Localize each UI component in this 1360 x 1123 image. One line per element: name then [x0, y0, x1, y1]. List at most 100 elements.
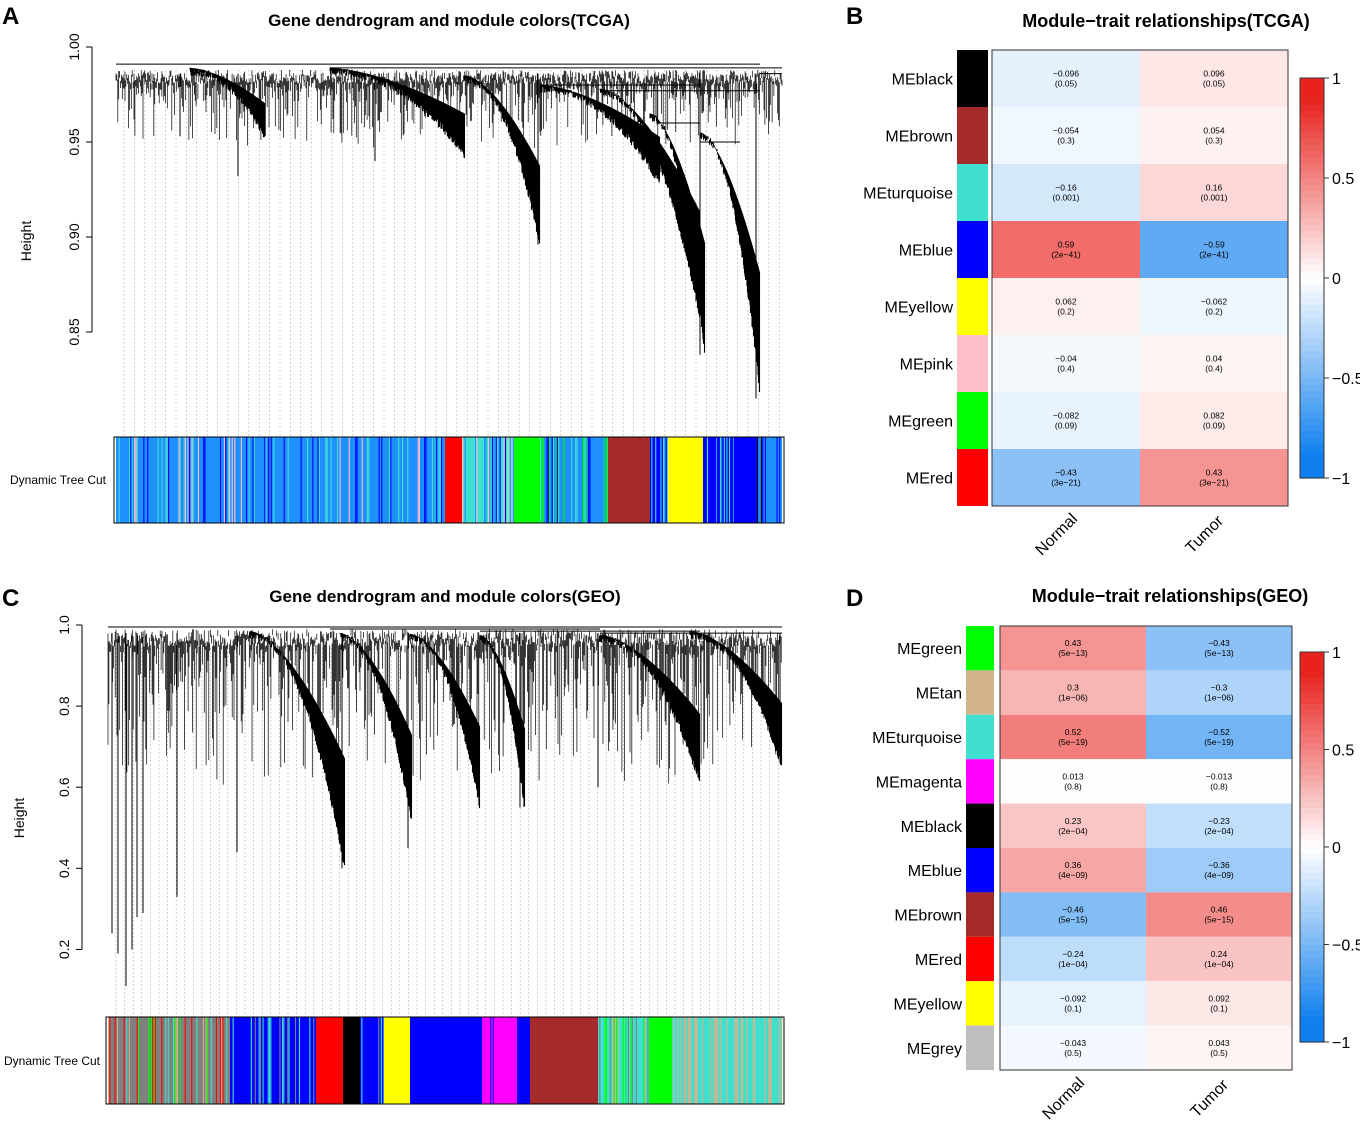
color-bar-stripe [584, 437, 586, 523]
legend-gradient-step [1300, 264, 1324, 272]
color-bar-stripe [229, 437, 231, 523]
heatmap-cell [1000, 670, 1146, 715]
cell-value: 0.43 [1206, 468, 1223, 478]
legend-gradient-step [1300, 918, 1324, 926]
color-bar-stripe [282, 1017, 284, 1104]
cluster-branch [464, 75, 541, 244]
cell-value: −0.04 [1055, 354, 1077, 364]
color-bar-stripe [752, 1017, 754, 1104]
color-bar-stripe [617, 1017, 619, 1104]
color-bar-stripe [191, 437, 193, 523]
color-bar-stripe [126, 1017, 128, 1104]
color-bar-stripe [270, 437, 272, 523]
color-scale-legend: 1 0.5 0 −0.5 −1 [1299, 645, 1360, 1052]
cluster-branch [699, 132, 761, 393]
color-bar-stripe [283, 437, 285, 523]
panel-b-heatmap: MEblack −0.096(0.05)0.096(0.05)MEbrown −0.… [863, 49, 1360, 559]
color-bar-stripe [495, 437, 497, 523]
legend-gradient-step [1300, 338, 1324, 346]
color-bar-stripe [625, 1017, 627, 1104]
legend-gradient-step [1300, 990, 1324, 998]
legend-gradient-step [1300, 191, 1324, 199]
legend-gradient-step [1300, 658, 1324, 666]
legend-gradient-step [1300, 912, 1324, 920]
color-bar-stripe [147, 437, 149, 523]
color-bar-stripe [222, 1017, 224, 1104]
color-bar-stripe [606, 437, 608, 523]
color-bar-stripe [339, 437, 341, 523]
color-bar-stripe [361, 437, 363, 523]
color-bar-stripe [161, 437, 163, 523]
module-label: MEyellow [894, 996, 963, 1013]
legend-gradient-step [1300, 91, 1324, 99]
color-bar-stripe [136, 1017, 138, 1104]
color-bar-stripe [210, 1017, 212, 1104]
module-label: MEbrown [894, 908, 962, 925]
panel-a-title: Gene dendrogram and module colors(TCGA) [268, 11, 630, 30]
color-bar-stripe [701, 1017, 703, 1104]
legend-gradient-step [1300, 311, 1324, 319]
color-bar-stripe [203, 437, 205, 523]
color-bar-stripe [542, 437, 544, 523]
trait-label: Tumor [1188, 1076, 1233, 1121]
legend-gradient-step [1300, 458, 1324, 466]
cell-pvalue: (1e−04) [1204, 959, 1234, 969]
color-bar-stripe [688, 1017, 690, 1104]
color-bar-stripe [231, 437, 233, 523]
cell-pvalue: (0.09) [1055, 421, 1077, 431]
heatmap-cell [1140, 449, 1288, 506]
cell-value: 0.062 [1055, 297, 1077, 307]
dendrogram-branches [115, 63, 783, 399]
color-bar-stripe [273, 437, 275, 523]
cell-pvalue: (0.05) [1055, 79, 1077, 89]
y-tick-label: 0.2 [56, 940, 72, 960]
color-bar-stripe [723, 437, 725, 523]
color-bar-stripe [666, 437, 668, 523]
heatmap-cell [992, 107, 1140, 164]
cell-value: −0.24 [1062, 949, 1084, 959]
color-bar-stripe [778, 1017, 780, 1104]
color-bar-segment [343, 1017, 360, 1104]
color-bar-stripe [563, 437, 565, 523]
color-bar-stripe [647, 1017, 649, 1104]
color-bar-stripe [402, 437, 404, 523]
cell-pvalue: (5e−15) [1058, 915, 1088, 925]
legend-gradient-step [1300, 1022, 1324, 1030]
heatmap-cell [1000, 626, 1146, 671]
y-tick-label: 0.4 [56, 858, 72, 878]
color-bar-stripe [240, 437, 242, 523]
legend-gradient-step [1300, 756, 1324, 764]
legend-gradient-step [1300, 344, 1324, 352]
cluster-branch [249, 631, 346, 866]
color-bar-stripe [716, 1017, 718, 1104]
color-bar-stripe [330, 437, 332, 523]
color-bar-stripe [434, 437, 436, 523]
heatmap-cell [1000, 848, 1146, 893]
color-bar-stripe [152, 1017, 154, 1104]
legend-gradient-step [1300, 144, 1324, 152]
cell-value: −0.16 [1055, 183, 1077, 193]
legend-gradient-step [1300, 749, 1324, 757]
color-bar-stripe [735, 1017, 737, 1104]
cell-value: −0.43 [1055, 468, 1077, 478]
color-bar-stripe [464, 437, 466, 523]
legend-gradient-step [1300, 218, 1324, 226]
color-bar-segment [108, 1017, 230, 1104]
color-bar-stripe [192, 437, 194, 523]
cell-pvalue: (0.5) [1210, 1048, 1228, 1058]
color-bar-segment [668, 437, 703, 523]
color-bar-stripe [740, 1017, 742, 1104]
trait-label: Tumor [1183, 512, 1228, 557]
color-bar-stripe [262, 1017, 264, 1104]
legend-gradient-step [1300, 730, 1324, 738]
color-bar-stripe [631, 1017, 633, 1104]
module-label: MEyellow [885, 300, 954, 317]
color-bar-stripe [137, 1017, 139, 1104]
legend-gradient-step [1300, 840, 1324, 848]
color-bar-stripe [161, 1017, 163, 1104]
legend-gradient-step [1300, 378, 1324, 386]
color-bar-stripe [609, 1017, 611, 1104]
module-swatch [957, 335, 988, 392]
color-bar-stripe [714, 1017, 716, 1104]
